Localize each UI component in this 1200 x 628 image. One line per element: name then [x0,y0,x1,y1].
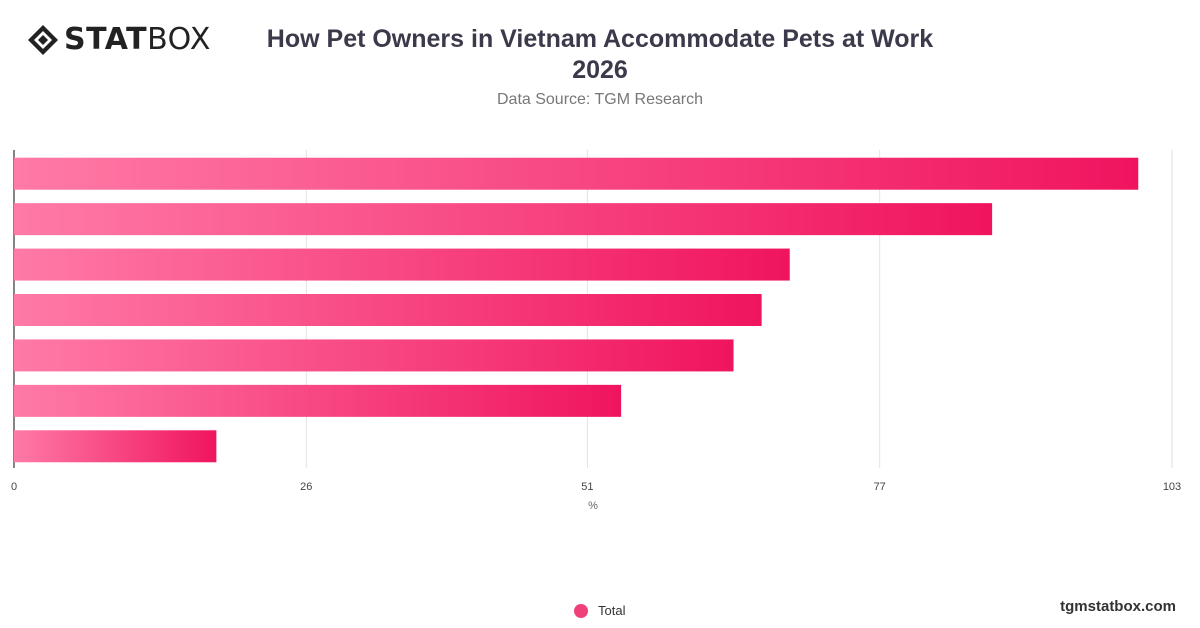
bar-3[interactable] [14,248,790,281]
bar-5[interactable] [14,339,734,372]
logo-text: STATBOX [64,22,211,58]
x-tick-label: 0 [11,481,17,493]
x-axis-label: % [588,500,598,512]
bar-4[interactable] [14,294,762,326]
x-tick-label: 26 [300,481,312,493]
bar-7[interactable] [14,430,217,463]
x-tick-label: 103 [1163,481,1181,493]
legend[interactable]: Total [574,603,625,618]
website-url[interactable]: tgmstatbox.com [1060,598,1176,615]
chart-title: How Pet Owners in Vietnam Accommodate Pe… [266,25,934,84]
logo-text-bold: STAT [64,22,148,57]
diamond-logo-icon [28,25,58,55]
x-tick-label: 77 [874,481,886,493]
legend-label-total: Total [598,603,626,618]
bar-1[interactable] [14,157,1139,190]
bar-2[interactable] [14,203,993,236]
chart-subtitle: Data Source: TGM Research [496,91,703,108]
statbox-logo: STATBOX [26,22,211,58]
x-tick-label: 51 [581,481,593,493]
bar-6[interactable] [14,384,622,417]
logo-text-light: BOX [147,22,211,57]
legend-dot-total [574,603,588,618]
